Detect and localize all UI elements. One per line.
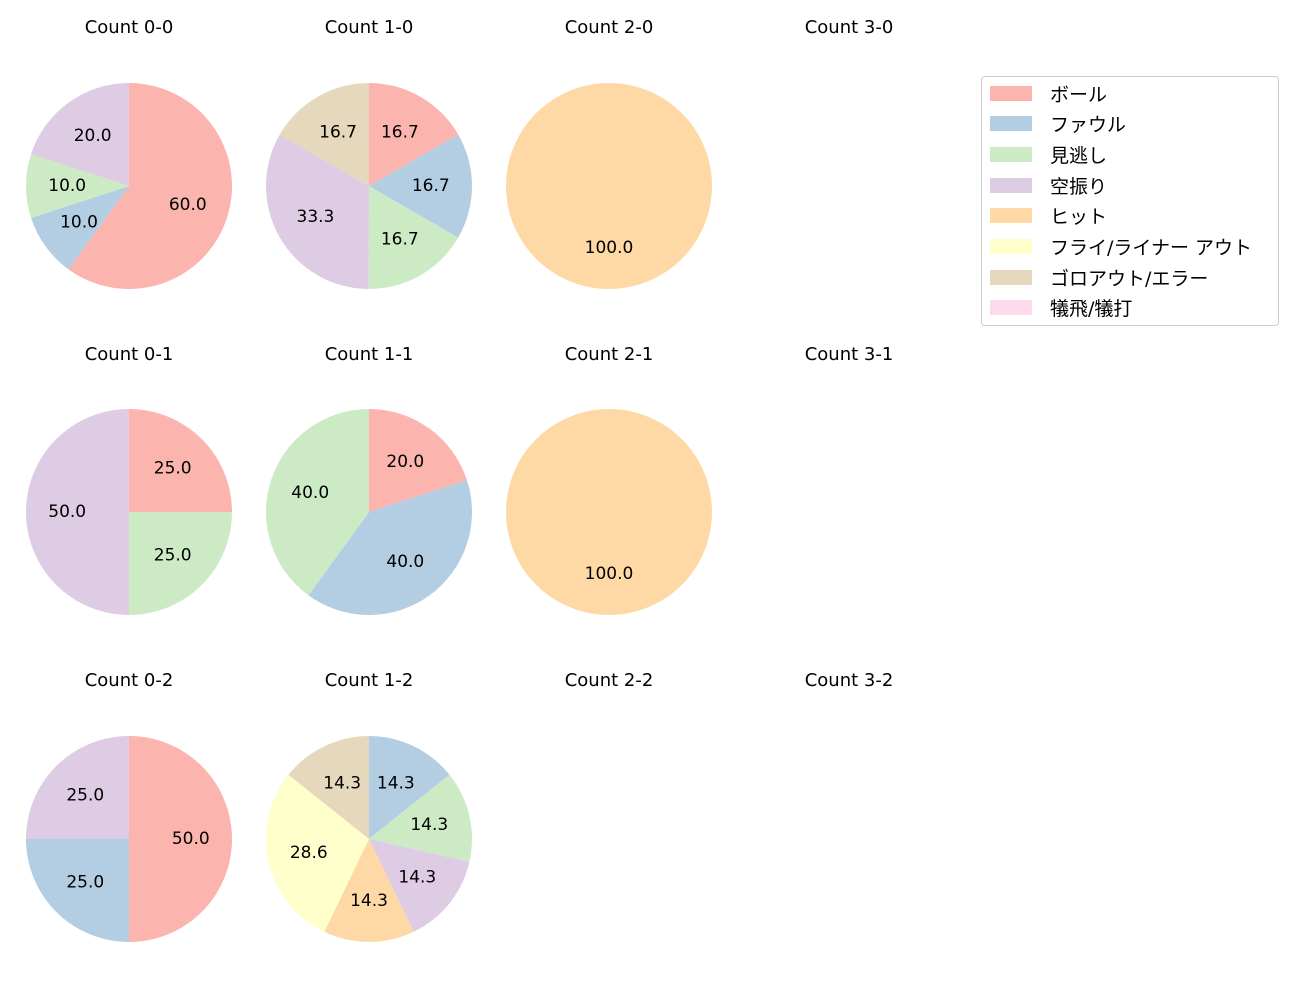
pie-slice xyxy=(506,409,712,615)
subplot-title: Count 2-1 xyxy=(564,344,654,365)
legend-swatch xyxy=(990,269,1032,285)
subplot-title: Count 1-1 xyxy=(324,344,414,365)
slice-label: 28.6 xyxy=(290,843,328,863)
pie-slice xyxy=(288,736,369,839)
slice-label: 14.3 xyxy=(350,891,388,911)
legend-item: フライ/ライナー アウト xyxy=(990,236,1253,259)
pie-slice xyxy=(266,774,369,932)
legend-label: ボール xyxy=(1050,83,1108,106)
legend-swatch xyxy=(990,177,1032,193)
pie-slice xyxy=(31,83,129,186)
subplot-title: Count 2-0 xyxy=(564,17,654,38)
pie-slice xyxy=(68,83,232,289)
legend-item: 犠飛/犠打 xyxy=(990,297,1133,321)
slice-label: 25.0 xyxy=(66,785,104,805)
pie-slice xyxy=(129,409,232,512)
legend-swatch xyxy=(990,239,1032,254)
slice-label: 14.3 xyxy=(323,773,361,793)
pie-slice xyxy=(369,736,450,839)
pie-slice xyxy=(26,736,129,839)
legend-item: 見逃し xyxy=(990,143,1108,167)
legend-item: ゴロアウト/エラー xyxy=(990,266,1209,290)
pie-chart: 50.0 25.0 25.0 xyxy=(26,736,232,942)
subplot-title: Count 1-0 xyxy=(324,17,414,38)
slice-label: 14.3 xyxy=(377,773,415,793)
slice-label: 14.3 xyxy=(410,815,448,835)
pie-slice xyxy=(506,83,712,289)
pie-slice xyxy=(308,480,472,615)
legend-swatch xyxy=(990,85,1032,101)
slice-label: 100.0 xyxy=(585,238,634,258)
pie-chart: 14.3 14.3 14.3 14.3 28.6 14.3 xyxy=(266,736,472,942)
subplot-title: Count 1-2 xyxy=(324,670,414,691)
pie-chart: 100.0 xyxy=(506,409,712,615)
legend-label: 空振り xyxy=(1050,175,1108,198)
slice-label: 10.0 xyxy=(60,212,98,232)
legend-label: ヒット xyxy=(1050,206,1108,229)
slice-label: 33.3 xyxy=(297,207,335,227)
pie-slice xyxy=(31,186,129,270)
legend-label: ファウル xyxy=(1050,114,1127,137)
legend-item: ボール xyxy=(990,82,1108,106)
slice-label: 50.0 xyxy=(172,829,210,849)
pie-slice xyxy=(25,154,129,218)
pie-slice xyxy=(266,134,369,289)
legend-swatch xyxy=(990,116,1032,132)
legend: ボールファウル見逃し空振りヒットフライ/ライナー アウト ゴロアウト/エラー 犠飛/… xyxy=(981,76,1279,326)
slice-label: 16.7 xyxy=(412,176,450,196)
subplot-title: Count 3-1 xyxy=(804,344,894,365)
slice-label: 16.7 xyxy=(381,122,419,142)
pie-slice xyxy=(279,83,369,186)
subplot-title: Count 3-0 xyxy=(804,17,894,38)
legend-item: ヒット xyxy=(990,205,1108,229)
pie-slice xyxy=(369,774,472,862)
legend-label: ゴロアウト/エラー xyxy=(1050,267,1209,290)
pie-chart: 25.0 25.0 50.0 xyxy=(26,409,232,615)
pie-slice xyxy=(26,839,129,942)
slice-label: 100.0 xyxy=(585,564,634,584)
pie-chart: 16.7 16.7 16.7 33.3 16.7 xyxy=(266,83,472,289)
subplot-title: Count 0-1 xyxy=(84,344,174,365)
pie-slice xyxy=(369,83,459,186)
subplot-title: Count 3-2 xyxy=(804,670,894,691)
slice-label: 50.0 xyxy=(48,502,86,522)
slice-label: 40.0 xyxy=(291,483,329,503)
pie-slice xyxy=(369,839,470,932)
slice-label: 20.0 xyxy=(386,452,424,472)
pie-slice xyxy=(26,409,129,615)
pie-slice xyxy=(129,512,232,615)
subplot-title: Count 0-2 xyxy=(84,670,174,691)
legend-label: 犠飛/犠打 xyxy=(1050,298,1133,321)
pie-chart: 100.0 xyxy=(506,83,712,289)
slice-label: 20.0 xyxy=(74,126,112,146)
pie-slice xyxy=(129,736,232,942)
pie-chart: 60.0 10.0 10.0 20.0 xyxy=(25,83,232,289)
slice-label: 40.0 xyxy=(386,552,424,572)
slice-label: 10.0 xyxy=(48,176,86,196)
legend-item: ファウル xyxy=(990,113,1127,137)
slice-label: 25.0 xyxy=(66,873,104,893)
pie-chart: 20.0 40.0 40.0 xyxy=(266,409,472,615)
pie-slice xyxy=(324,839,414,942)
legend-swatch xyxy=(990,208,1032,224)
legend-label: 見逃し xyxy=(1050,144,1108,167)
pie-slice xyxy=(369,409,467,512)
slice-label: 25.0 xyxy=(154,546,192,566)
slice-label: 16.7 xyxy=(319,122,357,142)
legend-swatch xyxy=(990,146,1032,162)
legend-label: フライ/ライナー アウト xyxy=(1050,237,1253,259)
slice-label: 25.0 xyxy=(154,458,192,478)
pie-slice xyxy=(369,134,472,238)
pie-slice xyxy=(266,409,369,596)
legend-item: 空振り xyxy=(990,174,1108,198)
subplot-title: Count 0-0 xyxy=(84,17,174,38)
slice-label: 14.3 xyxy=(398,868,436,888)
subplot-title: Count 2-2 xyxy=(564,670,654,691)
pie-slice xyxy=(368,186,459,289)
legend-swatch xyxy=(990,300,1032,316)
slice-label: 60.0 xyxy=(169,195,207,215)
slice-label: 16.7 xyxy=(381,230,419,250)
